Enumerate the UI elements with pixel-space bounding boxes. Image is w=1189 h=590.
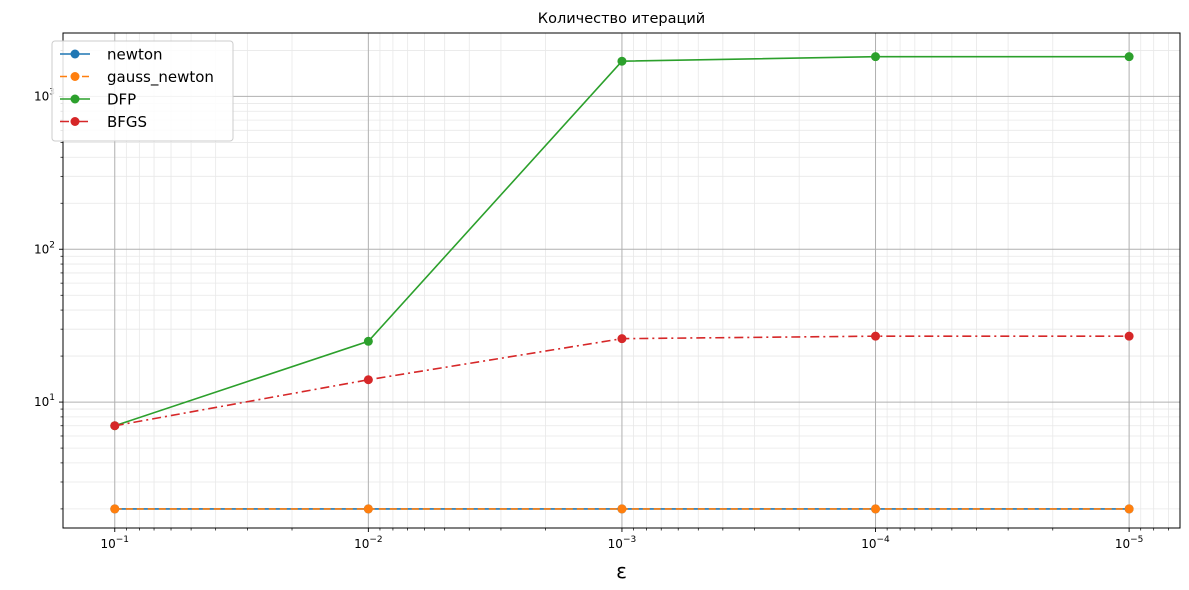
x-tick-label: 10−4 (861, 535, 890, 551)
legend-marker-gauss-newton (70, 72, 80, 81)
data-point-bfgs (1124, 331, 1134, 341)
legend-box (51, 40, 234, 142)
series-layer (110, 52, 1134, 514)
x-tick-label: 10−3 (608, 535, 637, 551)
x-axis-label: ε (616, 559, 627, 583)
legend-label-gauss-newton: gauss_newton (107, 68, 214, 87)
legend-entry-dfp: DFP (60, 91, 136, 109)
data-point-bfgs (110, 421, 120, 431)
data-point-dfp (871, 52, 881, 62)
data-point-gauss-newton (110, 504, 120, 514)
data-point-dfp (617, 56, 627, 66)
data-point-dfp (1124, 52, 1134, 62)
legend-entry-bfgs: BFGS (60, 113, 147, 131)
data-point-gauss-newton (1124, 504, 1134, 514)
chart-title: Количество итераций (538, 11, 705, 27)
y-tick-label: 101 (34, 393, 55, 409)
data-point-bfgs (871, 331, 881, 341)
legend: newton gauss_newton DFP BFGS (51, 40, 234, 142)
legend-marker-dfp (70, 94, 80, 104)
tick-labels: 10−110−210−310−410−5101102103 (34, 87, 1143, 551)
data-point-bfgs (363, 375, 373, 385)
data-point-gauss-newton (617, 504, 627, 514)
x-tick-label: 10−1 (100, 535, 129, 551)
x-tick-label: 10−2 (354, 535, 383, 551)
legend-marker-bfgs (70, 117, 80, 126)
data-point-gauss-newton (363, 504, 373, 514)
legend-marker-newton (70, 49, 80, 59)
data-point-bfgs (617, 334, 627, 344)
series-gauss-newton (110, 504, 1134, 514)
legend-entry-newton: newton (60, 46, 163, 64)
data-point-gauss-newton (871, 504, 881, 514)
legend-label-newton: newton (107, 46, 163, 64)
legend-entry-gauss-newton: gauss_newton (60, 68, 214, 87)
series-bfgs (110, 331, 1134, 431)
legend-label-dfp: DFP (107, 91, 136, 109)
x-tick-label: 10−5 (1115, 535, 1144, 551)
legend-label-bfgs: BFGS (107, 113, 147, 131)
y-tick-label: 102 (34, 240, 55, 256)
axis-ticks (59, 50, 1169, 532)
data-point-dfp (363, 336, 373, 346)
